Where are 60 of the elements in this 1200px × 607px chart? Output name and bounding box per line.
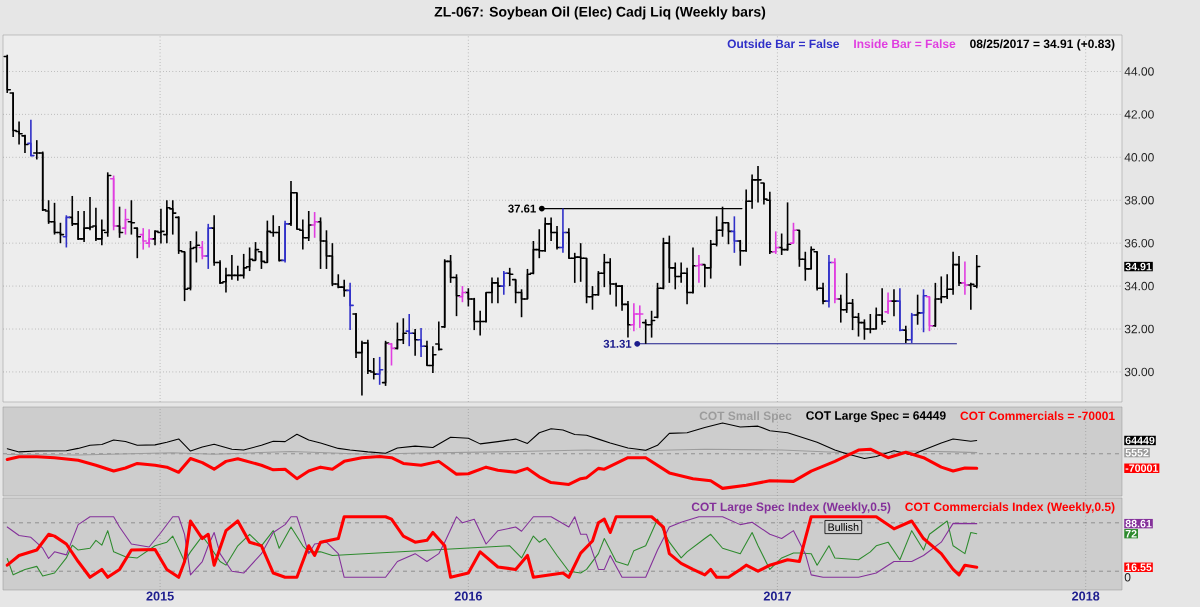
y-tick-label: 32.00 [1124, 324, 1154, 334]
annotation: Bullish [828, 523, 859, 531]
candlestick [27, 118, 35, 158]
text: Outside Bar = False [727, 39, 840, 49]
candlestick [842, 272, 851, 314]
y-tick-label: -70001 [1125, 464, 1159, 472]
candlestick [919, 288, 928, 334]
y-tick-label: 88.61 [1125, 519, 1152, 528]
candlestick [417, 327, 425, 358]
y-tick-label: 72 [1125, 529, 1137, 538]
annotation: 08/25/2017 = 34.91 (+0.83) [970, 39, 1115, 51]
candlestick [836, 293, 845, 324]
candlestick [381, 340, 390, 387]
x-tick-label: 2017 [763, 591, 791, 601]
candlestick [346, 282, 354, 331]
candlestick [399, 317, 408, 345]
x-tick-label: 2015 [146, 591, 174, 601]
text: Inside Bar = False [854, 39, 956, 49]
y-tick-label: 44.00 [1124, 67, 1154, 76]
candlestick [405, 313, 414, 347]
candlestick [281, 219, 289, 264]
candlestick [931, 282, 940, 328]
annotation: 31.31 [603, 339, 632, 348]
series-label: COT Commercials Index (Weekly,0.5) [905, 502, 1115, 514]
candlestick [74, 210, 82, 241]
candlestick [411, 328, 419, 357]
y-tick-label: 5552 [1125, 448, 1149, 457]
series-label: COT Large Spec Index (Weekly,0.5) [691, 502, 891, 514]
line-series [6, 422, 978, 460]
candlestick [559, 207, 567, 254]
y-tick-label: 0 [1124, 573, 1131, 582]
y-tick-label: 42.00 [1124, 110, 1154, 119]
line-series [5, 447, 979, 490]
x-tick-label: 2018 [1072, 591, 1100, 601]
y-tick-label: 36.00 [1124, 238, 1154, 248]
y-tick-label: 38.00 [1124, 195, 1154, 205]
candlestick [884, 291, 892, 315]
candlestick [961, 260, 969, 296]
candlestick [771, 230, 780, 255]
candlestick [789, 221, 798, 244]
y-tick-label: 34.00 [1124, 281, 1154, 291]
candlestick [375, 356, 384, 386]
y-tick-label: 16.55 [1125, 563, 1152, 572]
candlestick [62, 214, 71, 249]
y-tick-label: 30.00 [1124, 367, 1154, 377]
text: COT Commercials = -70001 [960, 411, 1115, 421]
candlestick [825, 254, 833, 309]
candlestick [127, 199, 136, 236]
y-tick-label: 40.00 [1124, 153, 1154, 162]
annotation: 37.61 [508, 204, 536, 213]
y-tick-label: 34.91 [1125, 262, 1152, 271]
candlestick [121, 208, 130, 236]
y-tick-label: 64449 [1125, 436, 1155, 445]
series-label: COT Large Spec = 64449 [806, 411, 946, 423]
candlestick [310, 211, 319, 239]
candlestick [500, 270, 508, 296]
x-tick-label: 2016 [454, 591, 482, 601]
chart-title: ZL-067: Soybean Oil (Elec) Cadj Liq (Weekly bars) [434, 6, 766, 20]
candlestick [204, 223, 213, 270]
candlestick [783, 201, 792, 252]
